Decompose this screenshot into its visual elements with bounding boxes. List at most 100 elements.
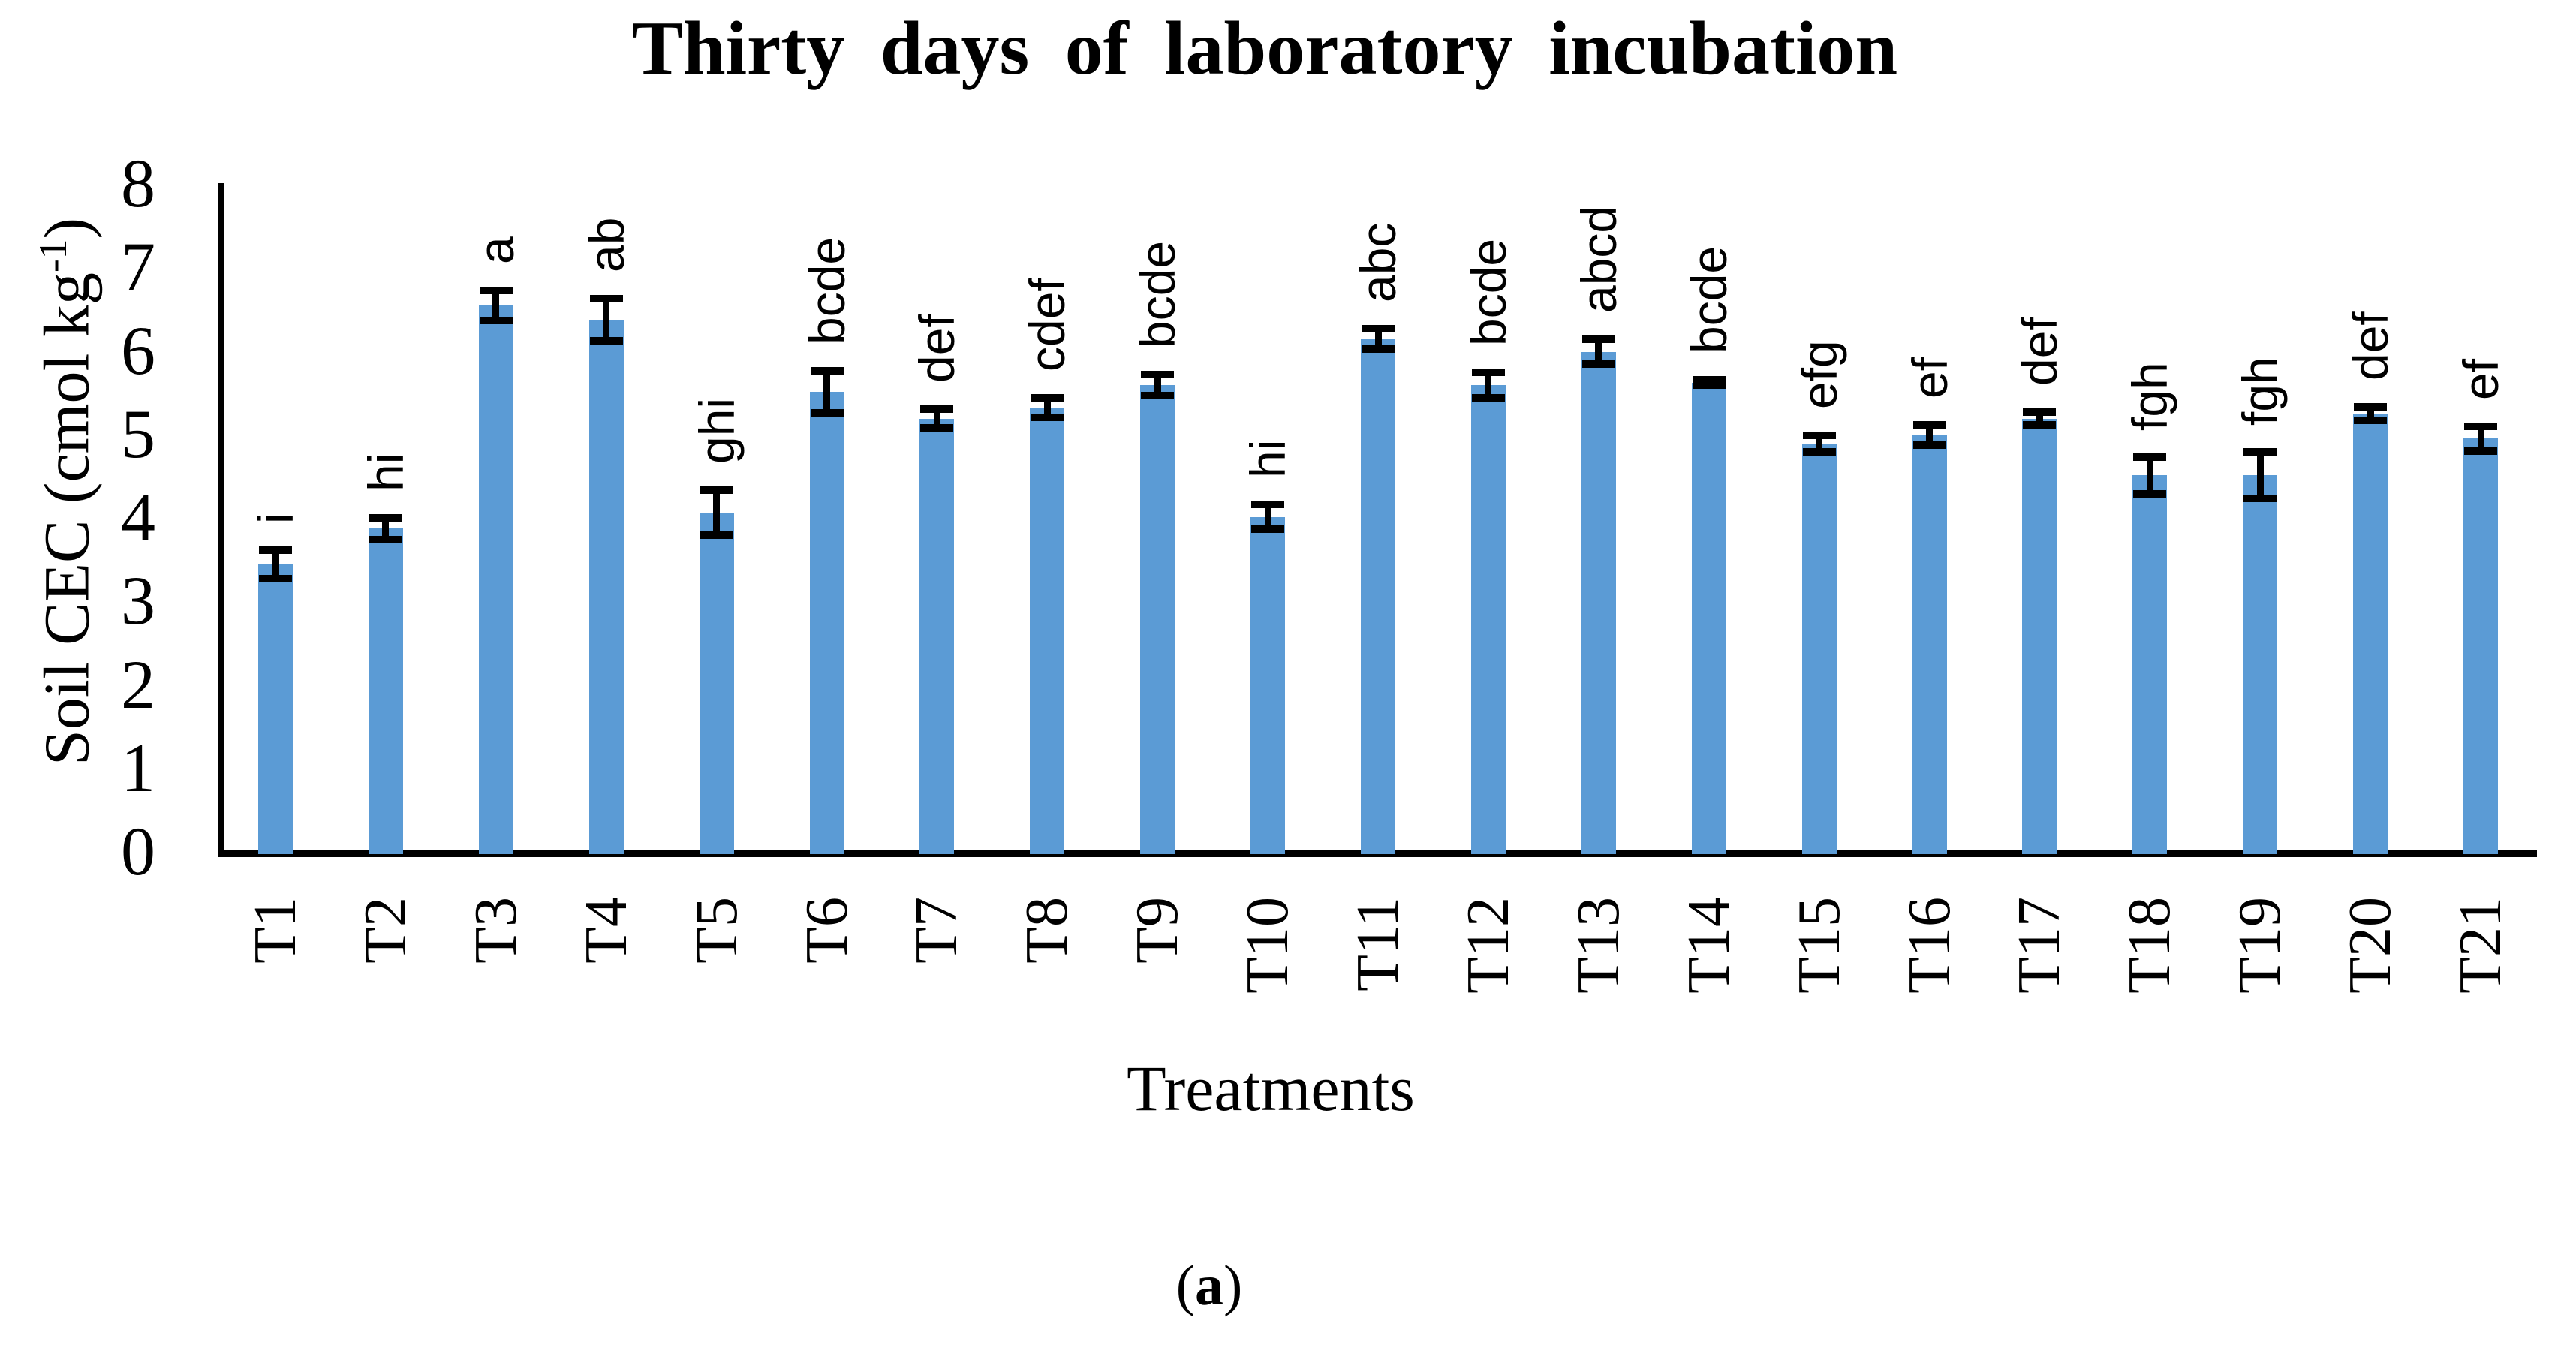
significance-letter-T9: bcde <box>1130 240 1186 348</box>
x-tick-label-T17: T17 <box>2006 897 2073 994</box>
error-bar-T4-upper-cap <box>589 295 623 303</box>
error-bar-T21-upper-cap <box>2464 422 2497 430</box>
error-bar-T17-lower-cap <box>2023 421 2057 429</box>
bar-T20 <box>2353 413 2388 854</box>
bar-T3 <box>478 305 513 854</box>
significance-letter-T13: abcd <box>1570 205 1627 313</box>
bar-T6 <box>809 391 844 854</box>
error-bar-T12 <box>1485 372 1492 398</box>
x-tick-label-T7: T7 <box>904 897 971 964</box>
y-tick-label-5: 5 <box>121 395 155 472</box>
significance-letter-T10: hi <box>1240 439 1296 479</box>
x-tick-label-T16: T16 <box>1896 897 1963 994</box>
error-bar-T12-lower-cap <box>1471 393 1505 402</box>
x-tick-label-T1: T1 <box>242 897 308 964</box>
bar-T13 <box>1581 351 1616 854</box>
significance-letter-T14: bcde <box>1681 246 1737 354</box>
x-axis-title: Treatments <box>1127 1052 1415 1124</box>
error-bar-T7-upper-cap <box>920 405 954 414</box>
bar-T14 <box>1691 382 1726 854</box>
error-bar-T9-upper-cap <box>1141 370 1175 378</box>
bar-T17 <box>2022 418 2057 854</box>
caption-open-paren: ( <box>1175 1254 1195 1317</box>
error-bar-T8 <box>1043 397 1051 418</box>
significance-letter-T21: ef <box>2453 358 2508 400</box>
error-bar-T15-upper-cap <box>1802 431 1836 439</box>
y-axis-title-text: Soil CEC (cmol kg <box>30 272 103 766</box>
error-bar-T17-upper-cap <box>2023 408 2057 416</box>
significance-letter-T6: bcde <box>799 236 855 345</box>
y-tick-label-1: 1 <box>121 729 155 806</box>
error-bar-T14-lower-cap <box>1692 381 1726 389</box>
bar-T12 <box>1470 385 1506 854</box>
caption-letter: a <box>1195 1254 1223 1317</box>
x-tick-label-T21: T21 <box>2448 897 2514 994</box>
significance-letter-T8: cdef <box>1019 277 1076 372</box>
significance-letter-T15: efg <box>1791 340 1847 409</box>
error-bar-T13-lower-cap <box>1581 360 1615 369</box>
error-bar-T1-upper-cap <box>259 546 292 555</box>
error-bar-T20-upper-cap <box>2354 402 2388 411</box>
error-bar-T6 <box>823 371 830 413</box>
x-tick-label-T10: T10 <box>1235 897 1302 994</box>
x-tick-label-T5: T5 <box>683 897 750 964</box>
significance-letter-T11: abc <box>1350 223 1406 303</box>
subfigure-caption: (a) <box>1176 1253 1243 1319</box>
bar-T15 <box>1801 443 1837 854</box>
error-bar-T7-lower-cap <box>920 423 954 432</box>
error-bar-T20-lower-cap <box>2354 416 2388 424</box>
error-bar-T11-upper-cap <box>1362 325 1395 333</box>
error-bar-T6-lower-cap <box>810 408 844 417</box>
error-bar-T14-upper-cap <box>1692 376 1726 384</box>
error-bar-T5-upper-cap <box>700 486 733 495</box>
error-bar-T4 <box>603 299 610 342</box>
caption-close-paren: ) <box>1223 1254 1243 1317</box>
error-bar-T2-upper-cap <box>369 513 402 522</box>
bar-T18 <box>2132 475 2168 854</box>
error-bar-T18-lower-cap <box>2133 489 2167 498</box>
x-tick-label-T20: T20 <box>2337 897 2404 994</box>
error-bar-T11-lower-cap <box>1362 345 1395 354</box>
x-tick-label-T14: T14 <box>1675 897 1742 994</box>
significance-letter-T19: fgh <box>2232 357 2289 426</box>
significance-letter-T5: ghi <box>688 398 745 465</box>
error-bar-T16-lower-cap <box>1912 441 1946 450</box>
x-tick-label-T9: T9 <box>1124 897 1191 964</box>
x-tick-label-T19: T19 <box>2227 897 2294 994</box>
error-bar-T7 <box>933 409 940 428</box>
y-axis-title-superscript: -1 <box>30 239 75 273</box>
bar-T2 <box>368 528 403 854</box>
bar-T4 <box>588 320 624 854</box>
bar-T7 <box>919 418 955 854</box>
error-bar-T8-lower-cap <box>1031 414 1064 422</box>
error-bar-T12-upper-cap <box>1471 369 1505 377</box>
error-bar-T21-lower-cap <box>2464 447 2497 455</box>
error-bar-T3 <box>492 290 500 321</box>
error-bar-T5 <box>713 490 721 536</box>
error-bar-T13-upper-cap <box>1581 335 1615 343</box>
x-tick-label-T2: T2 <box>352 897 419 964</box>
error-bar-T3-lower-cap <box>479 317 513 325</box>
error-bar-T5-lower-cap <box>700 531 733 540</box>
y-axis-title-close: ) <box>30 217 103 239</box>
error-bar-T15-lower-cap <box>1802 448 1836 456</box>
error-bar-T9 <box>1154 374 1161 396</box>
significance-letter-T18: fgh <box>2122 361 2178 431</box>
x-tick-label-T18: T18 <box>2117 897 2183 994</box>
error-bar-T6-upper-cap <box>810 367 844 375</box>
error-bar-T21 <box>2477 426 2484 451</box>
x-tick-label-T8: T8 <box>1014 897 1081 964</box>
x-tick-label-T15: T15 <box>1786 897 1852 994</box>
error-bar-T16-upper-cap <box>1912 421 1946 429</box>
error-bar-T10 <box>1264 504 1271 530</box>
error-bar-T19-upper-cap <box>2243 448 2277 456</box>
x-tick-label-T13: T13 <box>1565 897 1632 994</box>
error-bar-T1-lower-cap <box>259 575 292 583</box>
error-bar-T19-lower-cap <box>2243 495 2277 503</box>
error-bar-T17 <box>2036 411 2043 426</box>
y-axis-line <box>218 183 224 857</box>
error-bar-T13 <box>1595 338 1602 365</box>
y-tick-label-7: 7 <box>121 228 155 305</box>
y-tick-label-2: 2 <box>121 645 155 723</box>
y-tick-label-6: 6 <box>121 311 155 389</box>
